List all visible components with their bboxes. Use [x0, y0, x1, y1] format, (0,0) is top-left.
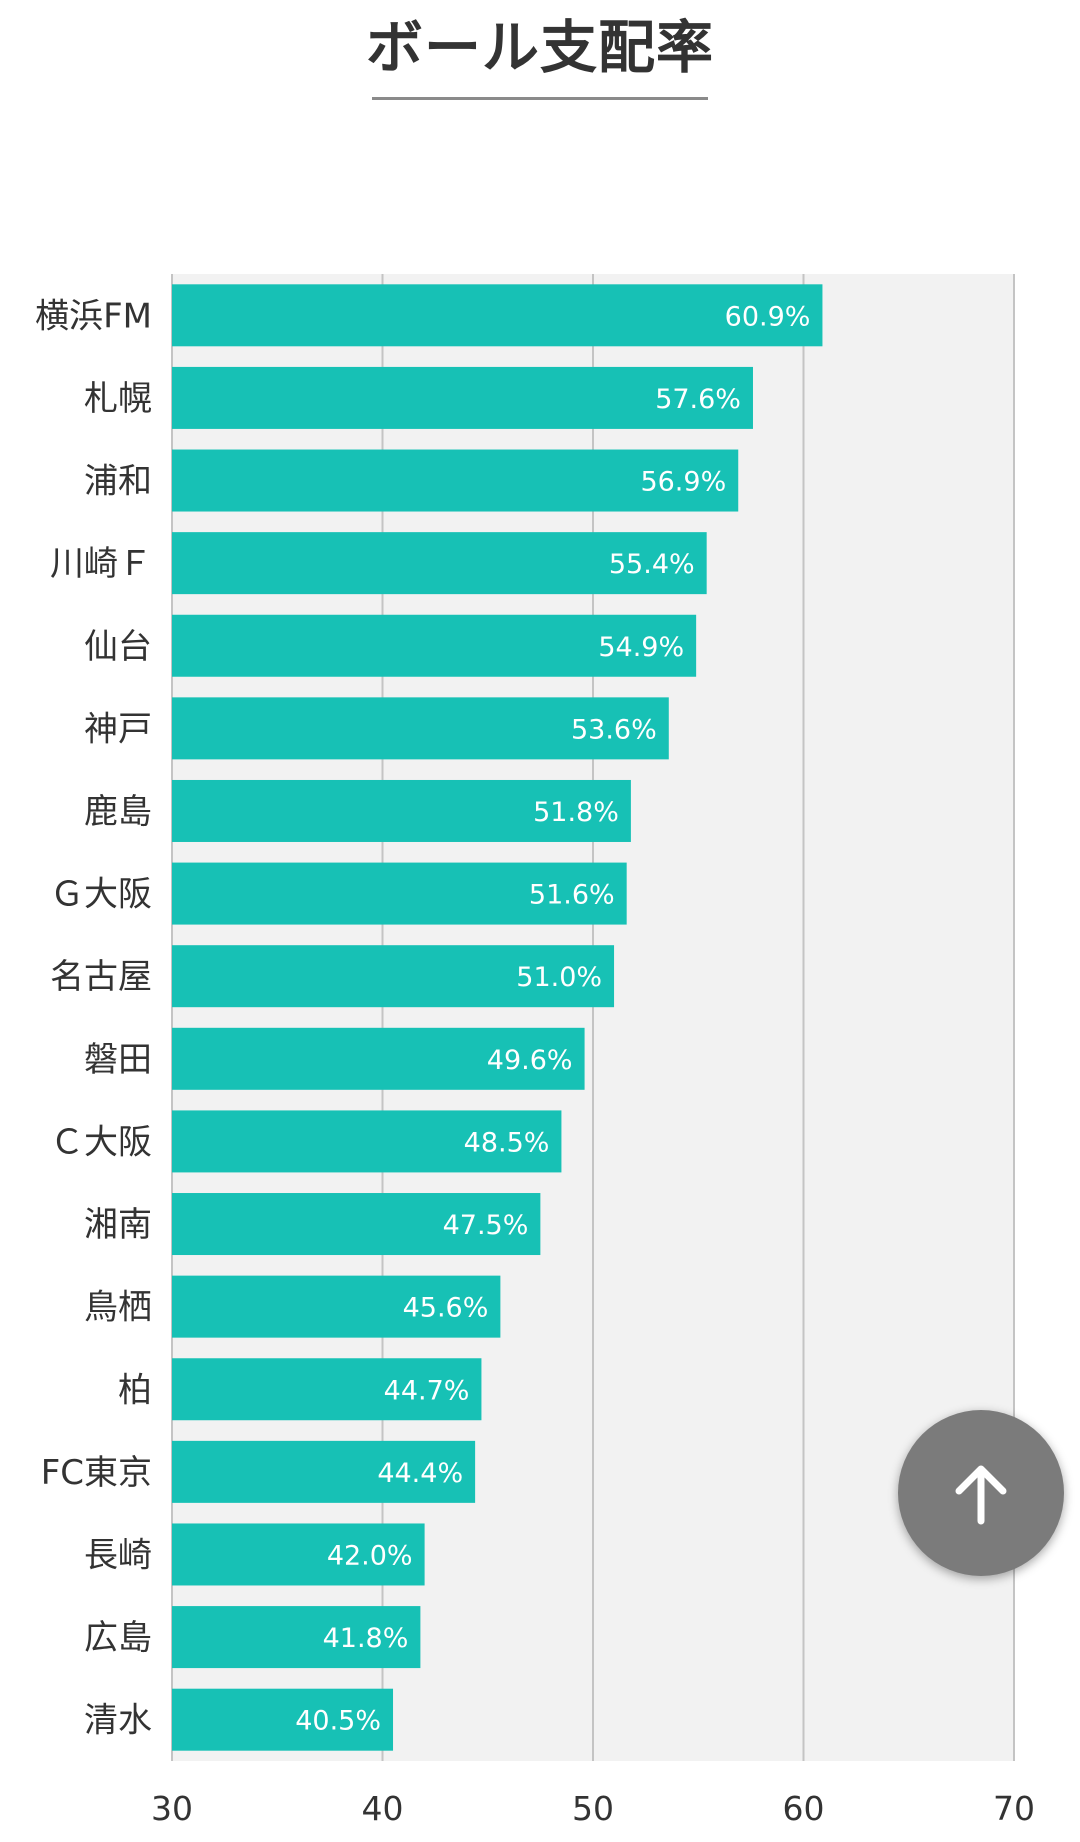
bar: [172, 1027, 585, 1090]
data-label: 44.7%: [384, 1375, 470, 1406]
category-label: 柏: [118, 1370, 152, 1410]
data-label: 56.9%: [640, 467, 726, 498]
category-label: 鳥栖: [84, 1288, 152, 1328]
bar: [172, 779, 631, 842]
chart-title: ボール支配率: [366, 15, 714, 81]
category-label: 広島: [84, 1618, 152, 1658]
data-label: 49.6%: [487, 1045, 573, 1076]
bar: [172, 1275, 501, 1338]
data-label: 40.5%: [295, 1706, 381, 1737]
category-label: 鹿島: [84, 792, 152, 832]
bar: [172, 532, 707, 595]
x-tick-label: 50: [572, 1789, 614, 1828]
category-label: FC東京: [41, 1453, 152, 1493]
bar: [172, 1110, 562, 1173]
category-label: 清水: [84, 1701, 152, 1741]
data-label: 42.0%: [327, 1540, 413, 1571]
category-label: 名古屋: [50, 957, 152, 997]
data-label: 51.8%: [533, 797, 619, 828]
x-tick-label: 60: [783, 1789, 825, 1828]
value-labels: 60.9% 57.6% 56.9% 55.4% 54.9% 53.6% 51.8% 51.6%…: [295, 301, 810, 1736]
bars: [172, 284, 823, 1751]
x-tick-label: 70: [993, 1789, 1035, 1828]
bar: [172, 284, 823, 347]
bar: [172, 945, 615, 1008]
category-label: 川崎Ｆ: [50, 544, 152, 584]
bar: [172, 1358, 482, 1421]
x-tick-label: 40: [362, 1789, 404, 1828]
bar: [172, 697, 669, 760]
x-tick-label: 30: [151, 1789, 193, 1828]
bar: [172, 1440, 476, 1503]
bar: [172, 1606, 421, 1669]
data-label: 51.0%: [516, 962, 602, 993]
category-label: 神戸: [84, 709, 152, 749]
bar: [172, 862, 627, 925]
bar: [172, 366, 753, 429]
x-tick-labels: 30 40 50 60 70: [151, 1789, 1035, 1828]
arrow-up-icon: [955, 1465, 1007, 1525]
data-label: 41.8%: [323, 1623, 409, 1654]
data-label: 53.6%: [571, 714, 657, 745]
bar: [172, 449, 739, 512]
category-label: 仙台: [84, 627, 152, 667]
data-label: 51.6%: [529, 880, 615, 911]
title-underline: [372, 97, 708, 100]
bar: [172, 1193, 541, 1256]
data-label: 57.6%: [655, 384, 741, 415]
bar: [172, 614, 697, 677]
data-label: 45.6%: [403, 1293, 489, 1324]
category-label: 長崎: [84, 1535, 152, 1575]
category-label: 横浜FM: [35, 296, 152, 336]
bar: [172, 1523, 425, 1586]
category-label: Ｃ大阪: [50, 1122, 152, 1162]
category-label: 浦和: [84, 462, 152, 502]
category-label: Ｇ大阪: [50, 875, 152, 915]
data-label: 47.5%: [443, 1210, 529, 1241]
scroll-to-top-button[interactable]: [898, 1410, 1064, 1576]
data-label: 54.9%: [598, 632, 684, 663]
data-label: 60.9%: [725, 301, 811, 332]
category-label: 湘南: [84, 1205, 152, 1245]
bar: [172, 1688, 394, 1751]
category-label: 札幌: [84, 379, 152, 419]
data-label: 48.5%: [464, 1127, 550, 1158]
data-label: 44.4%: [377, 1458, 463, 1489]
data-label: 55.4%: [609, 549, 695, 580]
category-label: 磐田: [84, 1040, 152, 1080]
